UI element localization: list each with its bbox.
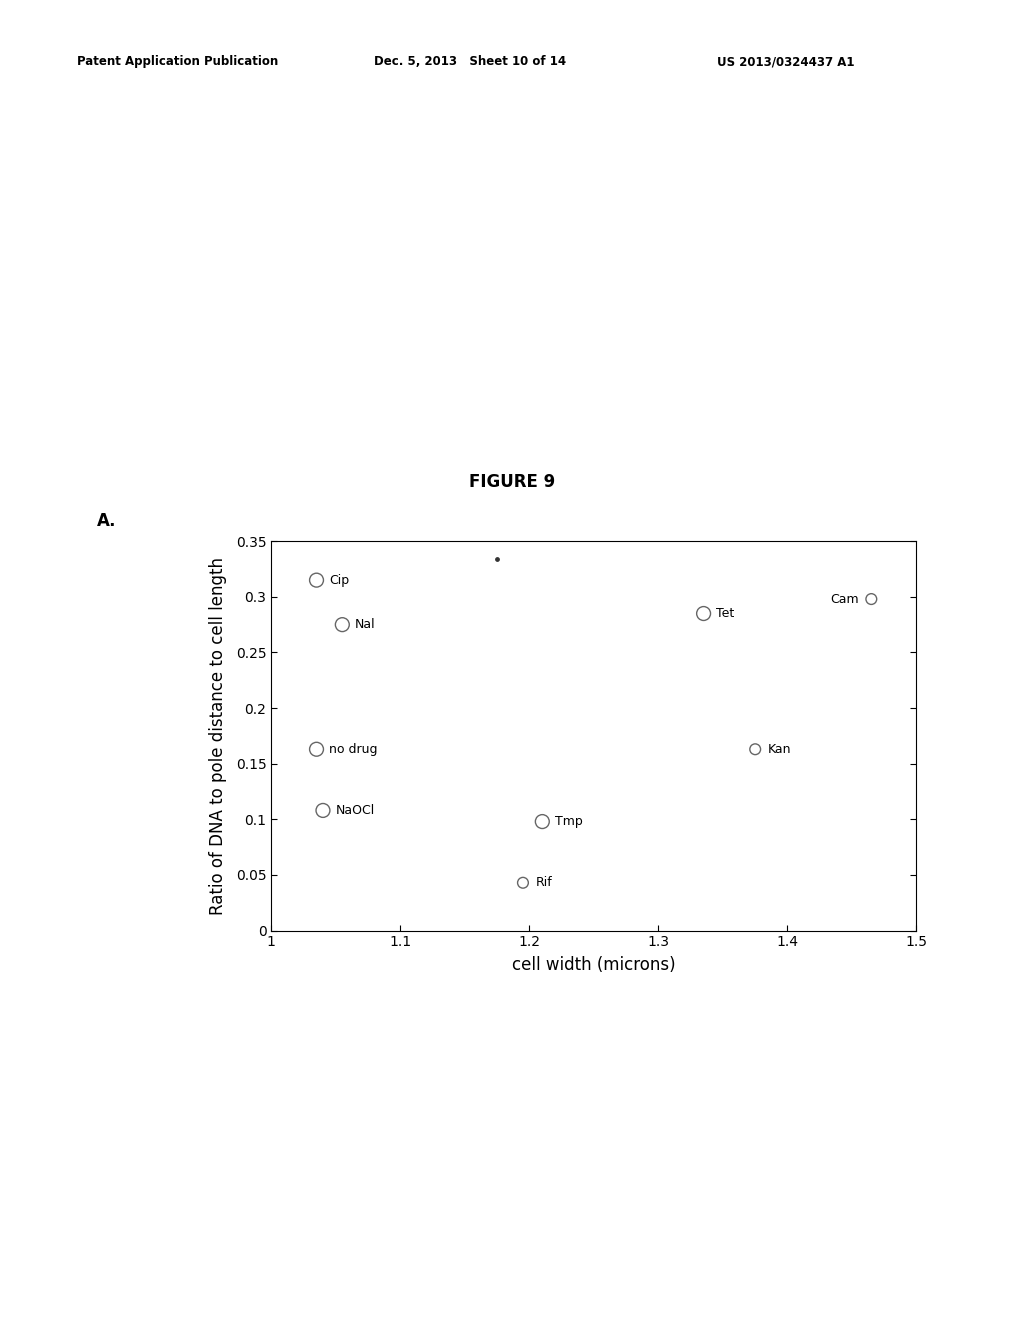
- Text: Cip: Cip: [330, 574, 349, 586]
- Text: FIGURE 9: FIGURE 9: [469, 473, 555, 491]
- Text: A.: A.: [97, 512, 117, 531]
- Point: [746, 739, 763, 760]
- Y-axis label: Ratio of DNA to pole distance to cell length: Ratio of DNA to pole distance to cell le…: [210, 557, 227, 915]
- Text: Rif: Rif: [536, 876, 553, 890]
- Point: [863, 589, 880, 610]
- X-axis label: cell width (microns): cell width (microns): [512, 957, 676, 974]
- Point: [334, 614, 350, 635]
- Point: [308, 570, 325, 591]
- Text: NaOCl: NaOCl: [336, 804, 375, 817]
- Text: Cam: Cam: [829, 593, 858, 606]
- Text: Dec. 5, 2013   Sheet 10 of 14: Dec. 5, 2013 Sheet 10 of 14: [374, 55, 566, 69]
- Point: [489, 548, 506, 569]
- Text: Patent Application Publication: Patent Application Publication: [77, 55, 279, 69]
- Point: [308, 739, 325, 760]
- Point: [535, 810, 551, 832]
- Text: Tet: Tet: [717, 607, 735, 620]
- Text: no drug: no drug: [330, 743, 378, 756]
- Text: Kan: Kan: [768, 743, 792, 756]
- Point: [695, 603, 712, 624]
- Text: Tmp: Tmp: [555, 814, 583, 828]
- Text: Nal: Nal: [355, 618, 376, 631]
- Point: [314, 800, 331, 821]
- Text: US 2013/0324437 A1: US 2013/0324437 A1: [717, 55, 854, 69]
- Point: [515, 873, 531, 894]
